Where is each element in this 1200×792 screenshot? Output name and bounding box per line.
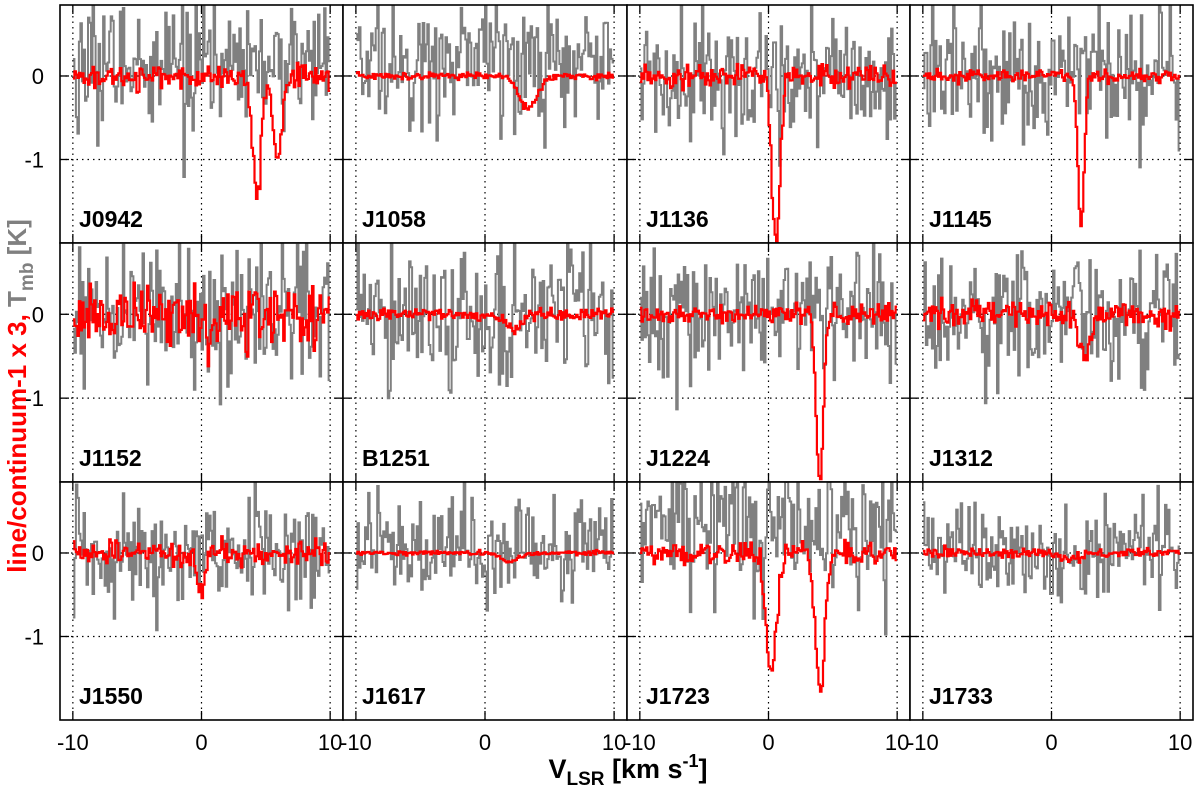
x-tick-label: -10 xyxy=(907,730,939,755)
y-axis-title-gray-unit: [K] xyxy=(2,219,32,262)
red-spectrum-line xyxy=(72,61,331,200)
panel-label: J1733 xyxy=(929,683,993,709)
x-axis-title-close: ] xyxy=(699,754,708,784)
y-axis-title-gray-sub: mb xyxy=(17,263,38,292)
x-tick-label: 0 xyxy=(762,730,774,755)
gray-spectrum-line xyxy=(922,484,1181,611)
red-spectrum-line xyxy=(922,67,1181,228)
panel: J1723 xyxy=(626,481,911,721)
x-tick-label: 0 xyxy=(195,730,207,755)
x-tick-label: 10 xyxy=(1168,730,1192,755)
panel: J1224 xyxy=(626,242,911,483)
panel: 0 -1 J1550 xyxy=(24,481,344,721)
x-tick-label: -10 xyxy=(340,730,372,755)
red-spectrum-line xyxy=(639,62,898,243)
panel-label: J1145 xyxy=(929,206,992,232)
red-spectrum-line xyxy=(72,535,331,600)
red-spectrum-line xyxy=(922,544,1181,564)
y-tick-label: -1 xyxy=(24,386,44,411)
x-tick-label: 10 xyxy=(318,730,342,755)
panel-label: J1224 xyxy=(646,445,710,471)
y-axis-title: line/continuum-1 x 3, Tmb [K] xyxy=(2,219,38,573)
panel-label: J1723 xyxy=(646,683,710,709)
panel-label: J1312 xyxy=(929,445,993,471)
panel: J1058 xyxy=(342,4,628,244)
panel-label: J1550 xyxy=(79,683,143,709)
gray-spectrum-line xyxy=(355,243,615,400)
panel: J1312 xyxy=(909,242,1194,483)
gray-spectrum-line xyxy=(72,482,331,632)
y-tick-label: 0 xyxy=(32,541,44,566)
y-tick-label: 0 xyxy=(32,302,44,327)
red-spectrum-line xyxy=(639,538,898,693)
x-tick-label: 10 xyxy=(885,730,909,755)
x-axis-title-unit: [km s xyxy=(604,754,682,784)
gray-spectrum-line xyxy=(639,243,898,411)
panel-label: J1136 xyxy=(646,206,709,232)
panel-border xyxy=(909,481,1194,721)
panel: J1136 xyxy=(626,4,911,244)
gray-spectrum-line xyxy=(355,5,615,149)
red-spectrum-line xyxy=(355,71,615,111)
gray-spectrum-line xyxy=(922,249,1181,405)
panel: J1617 xyxy=(342,481,628,721)
y-axis-title-gray: T xyxy=(2,291,32,307)
red-spectrum-line xyxy=(922,296,1181,362)
panel: 0 -1 J0942 xyxy=(24,4,344,244)
y-tick-label: 0 xyxy=(32,64,44,89)
red-spectrum-line xyxy=(72,281,331,368)
y-tick-label: -1 xyxy=(24,147,44,172)
panel-label: B1251 xyxy=(362,445,430,471)
x-tick-labels: -10 0 10-10 0 10-10 0 10-10 0 10 xyxy=(57,730,1192,755)
x-axis-title-main: V xyxy=(548,754,566,784)
x-tick-label: 0 xyxy=(479,730,491,755)
gray-spectrum-line xyxy=(639,482,898,636)
panel-label: J1058 xyxy=(362,206,426,232)
x-axis-title-exp: -1 xyxy=(683,751,699,771)
x-axis-title: VLSR [km s-1] xyxy=(548,751,707,790)
panel: J1733 xyxy=(909,481,1194,721)
x-tick-label: 10 xyxy=(602,730,626,755)
x-axis-title-sub: LSR xyxy=(566,769,604,790)
panels-layer: 0 -1 J0942 J1058 J1136 J1145 0 -1 J1152 B1251 J122… xyxy=(24,4,1194,721)
x-tick-label: -10 xyxy=(624,730,656,755)
panel-label: J0942 xyxy=(79,206,143,232)
red-spectrum-line xyxy=(639,301,898,481)
red-spectrum-line xyxy=(355,548,615,564)
red-spectrum-line xyxy=(355,306,615,336)
y-axis-title-red: line/continuum-1 x 3, xyxy=(2,307,32,573)
panel-label: J1152 xyxy=(79,445,142,471)
panel: J1145 xyxy=(909,4,1194,244)
panel: 0 -1 J1152 xyxy=(24,242,344,483)
gray-spectrum-line xyxy=(639,5,898,167)
y-tick-label: -1 xyxy=(24,624,44,649)
panel: B1251 xyxy=(342,242,628,483)
panel-label: J1617 xyxy=(362,683,426,709)
x-tick-label: -10 xyxy=(57,730,89,755)
gray-spectrum-line xyxy=(355,482,615,612)
x-tick-label: 0 xyxy=(1045,730,1057,755)
